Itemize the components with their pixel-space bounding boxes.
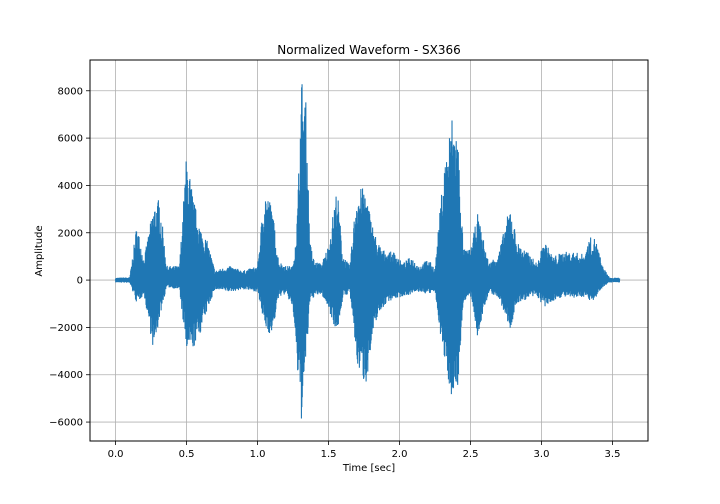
y-tick-label: −4000 [49,370,83,381]
waveform-series [115,84,621,419]
y-tick-label: −6000 [49,418,83,429]
waveform-line [115,84,621,419]
y-tick-label: −2000 [49,323,83,334]
y-tick-label: 4000 [58,181,83,192]
y-tick-label: 6000 [58,134,83,145]
x-tick-label: 2.5 [463,449,479,460]
y-tick-label: 2000 [58,228,83,239]
chart-title: Normalized Waveform - SX366 [277,43,460,57]
y-axis-ticks: −6000 −4000 −2000 0 2000 4000 6000 8000 [49,86,90,429]
x-tick-label: 2.0 [392,449,408,460]
x-tick-label: 3.0 [534,449,550,460]
y-axis-label: Amplitude [34,225,45,276]
plot-frame [89,59,649,442]
x-tick-label: 1.0 [250,449,266,460]
x-tick-label: 0.5 [179,449,195,460]
y-tick-label: 8000 [58,86,83,97]
y-tick-label: 0 [77,276,83,287]
x-axis-label: Time [sec] [342,463,395,474]
x-tick-label: 1.5 [321,449,337,460]
x-axis-ticks: 0.0 0.5 1.0 1.5 2.0 2.5 3.0 3.5 [108,441,621,460]
x-tick-label: 0.0 [108,449,124,460]
x-tick-label: 3.5 [605,449,621,460]
